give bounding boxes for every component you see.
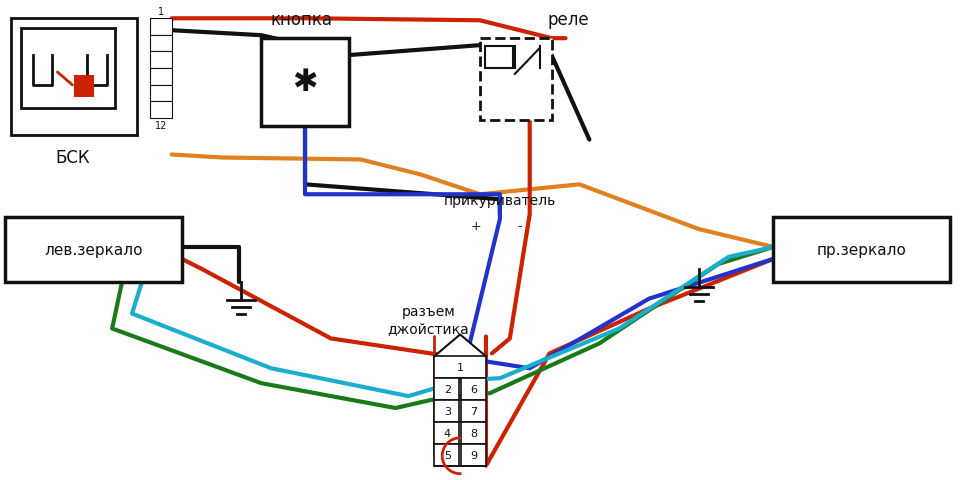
Text: 8: 8 — [470, 428, 477, 438]
Text: прикуриватель: прикуриватель — [444, 194, 556, 208]
Text: лев.зеркало: лев.зеркало — [44, 242, 142, 257]
Bar — [150, 85, 172, 102]
Bar — [150, 102, 172, 119]
Bar — [461, 378, 486, 400]
Bar — [21, 29, 115, 108]
Text: кнопка: кнопка — [270, 12, 332, 29]
Text: 4: 4 — [444, 428, 451, 438]
Bar — [5, 217, 181, 282]
Text: -: - — [517, 220, 522, 233]
Bar — [434, 444, 459, 466]
Bar — [150, 19, 172, 36]
Text: пр.зеркало: пр.зеркало — [817, 242, 906, 257]
Bar — [434, 400, 459, 422]
Text: 5: 5 — [444, 450, 450, 460]
Text: ✱: ✱ — [292, 68, 318, 97]
Bar — [434, 378, 459, 400]
Bar — [480, 39, 552, 120]
Text: 3: 3 — [444, 406, 450, 416]
Bar — [485, 47, 513, 69]
Bar — [774, 217, 950, 282]
Bar — [461, 444, 486, 466]
Polygon shape — [434, 335, 486, 357]
Bar — [150, 69, 172, 85]
Bar — [461, 422, 486, 444]
Bar — [434, 422, 459, 444]
Text: 12: 12 — [155, 120, 167, 131]
Text: разъем
джойстика: разъем джойстика — [388, 304, 469, 335]
Bar — [261, 39, 348, 126]
Text: 7: 7 — [470, 406, 477, 416]
Bar — [434, 357, 486, 378]
Text: 6: 6 — [470, 384, 477, 394]
Bar — [150, 52, 172, 69]
Text: 1: 1 — [457, 362, 464, 372]
Text: +: + — [470, 220, 481, 233]
Bar — [74, 76, 94, 97]
Bar — [11, 19, 137, 135]
Text: 2: 2 — [444, 384, 451, 394]
Bar — [150, 36, 172, 52]
Text: БСК: БСК — [55, 148, 89, 166]
Text: 1: 1 — [157, 7, 164, 17]
Bar — [461, 400, 486, 422]
Text: реле: реле — [547, 12, 589, 29]
Text: 9: 9 — [470, 450, 477, 460]
